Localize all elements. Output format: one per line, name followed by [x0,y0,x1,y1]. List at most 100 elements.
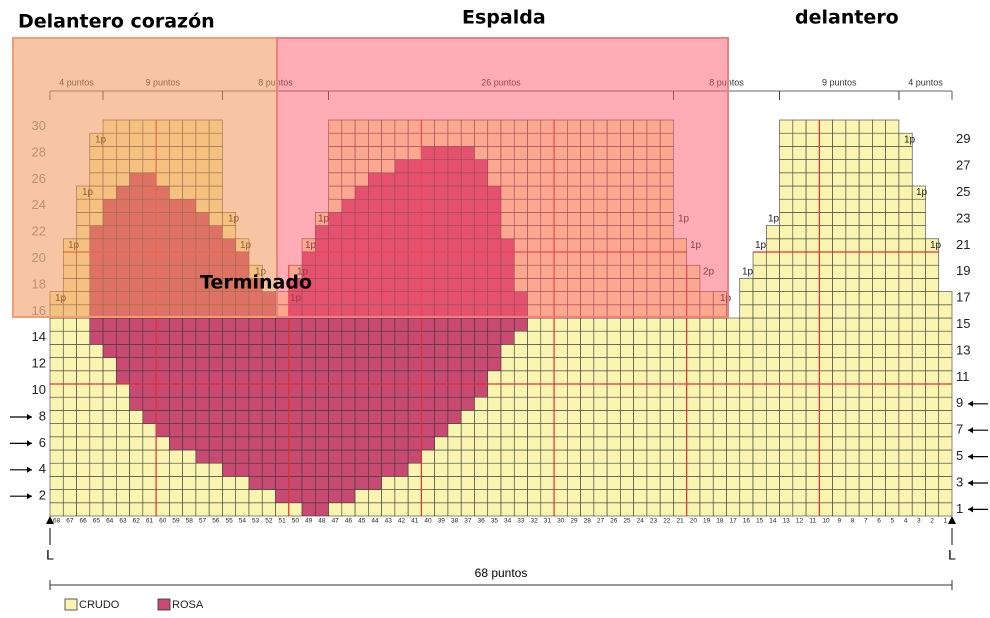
stitch [275,330,290,345]
stitch [792,264,807,279]
stitch [447,502,462,517]
stitch [858,344,873,358]
stitch [938,489,953,504]
stitch [142,449,157,464]
edge-marker [948,516,956,524]
stitch [513,396,528,411]
stitch [76,449,91,464]
stitch [805,344,820,358]
stitch [62,396,77,411]
stitch-number: 64 [106,518,114,525]
stitch [89,423,104,438]
stitch [911,502,926,517]
stitch [381,383,396,398]
stitch [354,502,369,517]
stitch [248,370,263,385]
stitch [301,317,316,332]
stitch [792,159,807,174]
stitch [858,225,873,240]
stitch [593,370,608,385]
stitch [354,330,369,345]
stitch [673,502,688,517]
stitch [288,476,303,490]
stitch [699,370,714,385]
stitch [606,317,621,332]
stitch [845,132,860,147]
stitch [62,436,77,451]
stitch [434,502,449,517]
stitch [129,423,144,438]
stitch [739,383,754,398]
stitch [328,357,343,372]
stitch [328,423,343,438]
stitch [832,489,847,504]
stitch-number: 48 [318,518,326,525]
row-number: 13 [956,342,970,357]
stitch [739,502,754,517]
stitch [832,502,847,517]
stitch [527,489,542,504]
back-title: Espalda [462,7,546,29]
stitch [686,330,701,345]
stitch [752,410,767,424]
stitch-number: 68 [53,518,61,525]
stitch [487,423,502,438]
stitch [832,172,847,187]
stitch [248,489,263,504]
stitch [593,449,608,464]
stitch-number: 57 [199,518,207,525]
stitch [872,436,886,451]
stitch [659,344,674,358]
stitch [381,370,396,385]
stitch [261,370,276,385]
stitch [381,410,396,424]
stitch-number: 31 [544,518,552,525]
stitch [328,396,343,411]
stitch [169,344,183,358]
stitch [620,396,634,411]
row-number: 7 [956,422,963,437]
stitch [819,357,833,372]
stitch [819,330,833,345]
stitch [129,476,144,490]
stitch [155,410,170,424]
stitch-number: 52 [265,518,273,525]
stitch [845,357,860,372]
stitch [858,198,873,213]
stitch [739,396,754,411]
stitch [89,344,104,358]
stitch [872,330,886,345]
stitch [447,410,462,424]
stitch [235,383,250,398]
stitch [845,304,860,319]
back-highlight [276,37,729,318]
stitch [500,423,515,438]
stitch [381,489,396,504]
stitch [805,225,820,240]
stitch [765,423,780,438]
stitch [500,317,515,332]
stitch [845,172,860,187]
stitch [169,449,183,464]
stitch [527,410,542,424]
stitch [686,383,701,398]
stitch [819,291,833,306]
stitch [248,449,263,464]
stitch [567,502,581,517]
stitch [819,502,833,517]
stitch [765,396,780,411]
stitch [911,383,926,398]
stitch [434,344,449,358]
stitch [832,304,847,319]
row-number: 15 [956,316,970,331]
stitch-number: 39 [438,518,446,525]
stitch [62,502,77,517]
arrow-head [27,440,32,447]
stitch [832,212,847,226]
stitch [898,264,913,279]
stitch [89,436,104,451]
stitch [580,357,595,372]
stitch [792,476,807,490]
stitch [222,410,237,424]
stitch [261,462,276,477]
